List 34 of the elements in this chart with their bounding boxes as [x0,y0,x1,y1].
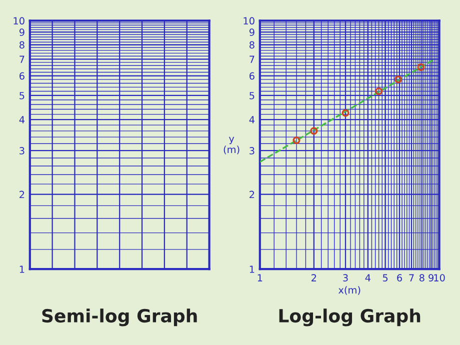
text: Semi-log Graph [42,308,197,326]
y-tick-label: 2 [20,190,24,198]
y-tick-label: 2 [250,190,254,198]
y-tick-label: 5 [20,92,24,100]
y-tick-label: 10 [244,17,254,25]
y-tick-label: 4 [19,116,24,124]
x-axis-title: x(m) [338,286,360,295]
x-tick-label: 4 [365,274,370,282]
y-tick-label: 9 [19,28,24,36]
x-tick-label: 8 [419,274,424,282]
y-tick-label: 1 [250,266,254,273]
x-tick-label: 5 [382,274,388,282]
y-tick-label: 3 [250,147,254,154]
y-tick-label: 8 [250,41,254,49]
y-tick-label: 6 [20,72,24,80]
text: Log-log Graph [279,308,420,326]
y-tick-label: 10 [14,17,24,25]
y-tick-label: 9 [249,28,254,36]
x-tick-label: 3 [343,274,348,282]
x-tick-label: 9 [428,274,434,282]
y-tick-label: 5 [250,92,254,100]
y-tick-label: 3 [20,147,24,154]
x-tick-label: 6 [397,274,402,282]
y-tick-label: 1 [20,266,24,273]
y-tick-label: 4 [249,116,254,124]
y-tick-label: 7 [250,56,254,63]
x-tick-label: 2 [312,274,316,282]
x-tick-label: 1 [258,274,262,282]
y-tick-label: 7 [20,56,24,63]
x-tick-label: 10 [434,274,445,282]
y-tick-label: 6 [250,72,254,80]
y-tick-label: 8 [20,41,24,49]
x-tick-label: 7 [409,274,414,282]
y-axis-title: y (m) [224,136,240,154]
